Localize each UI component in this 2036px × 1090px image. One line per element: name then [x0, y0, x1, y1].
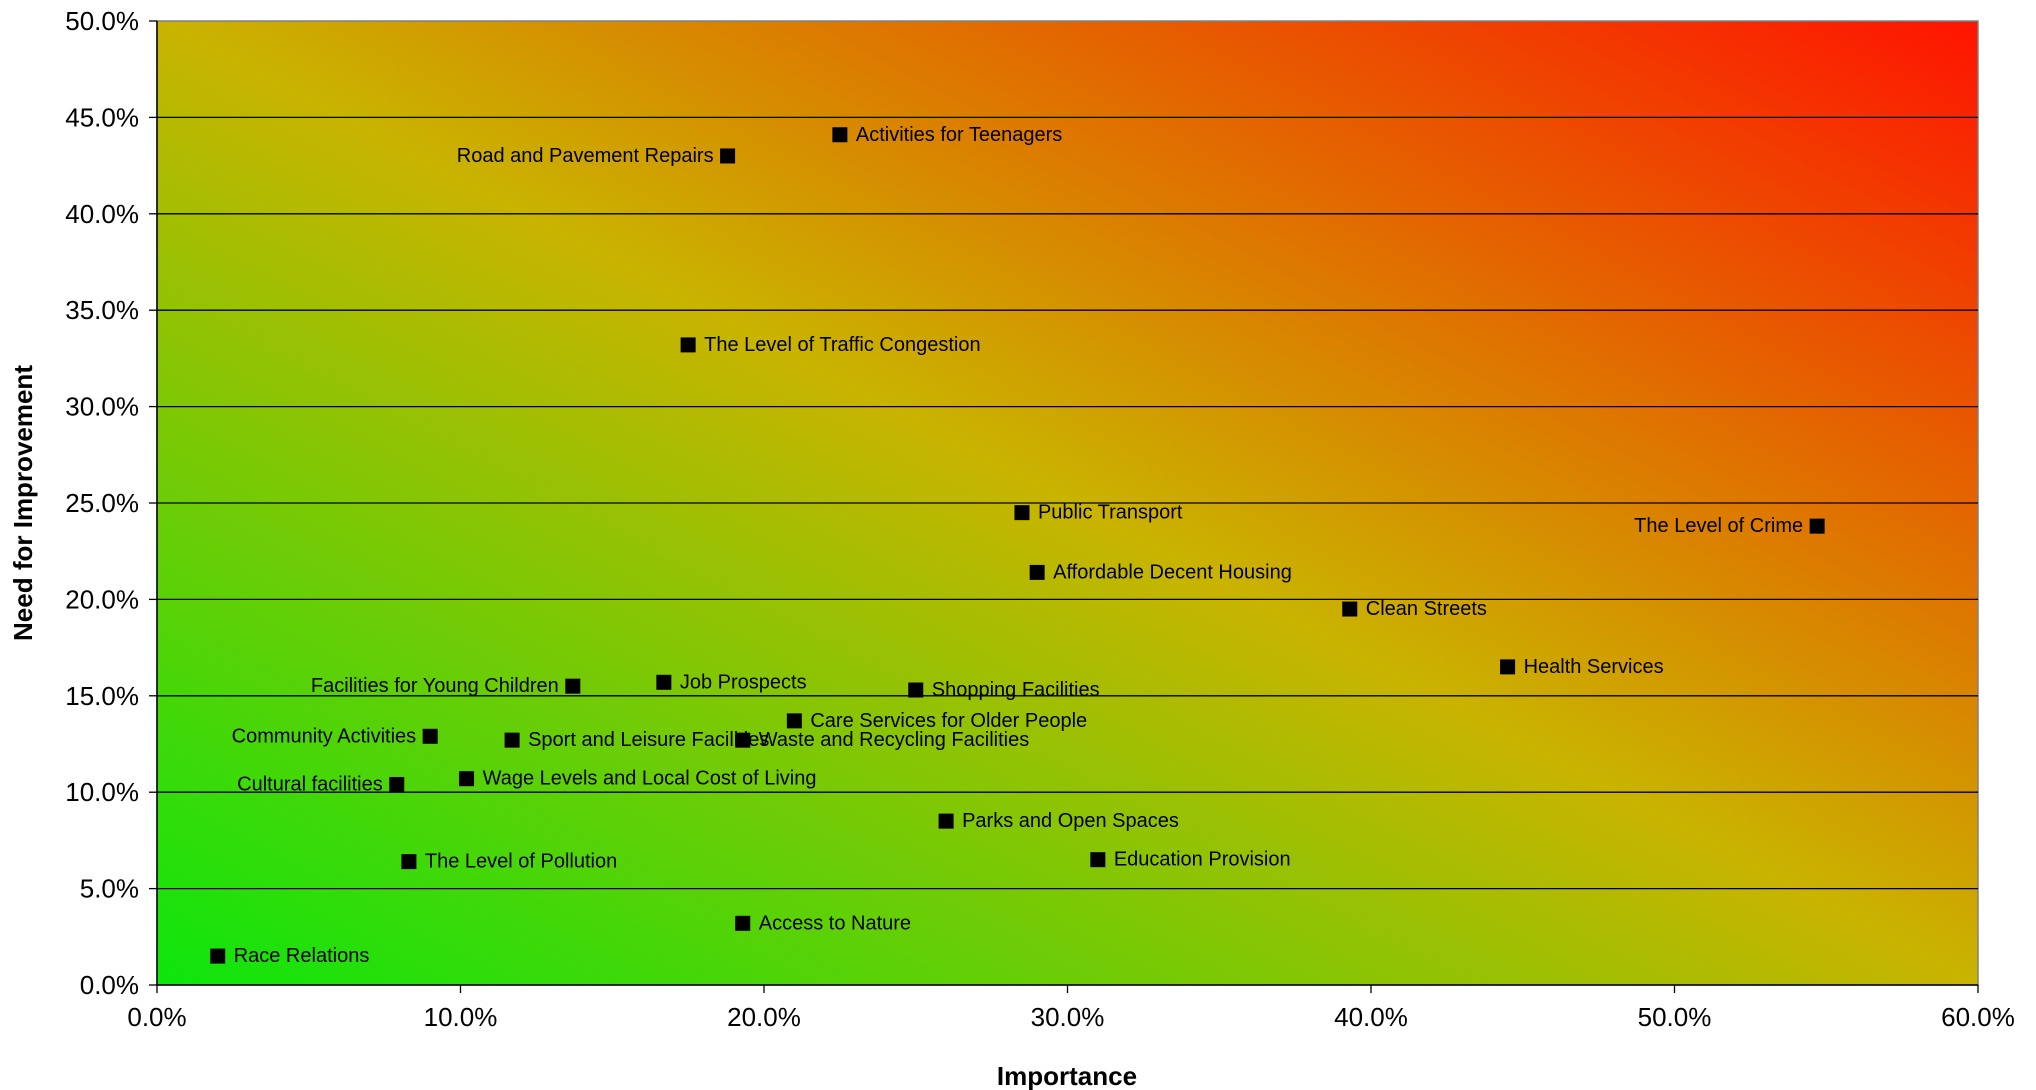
data-label: The Level of Pollution: [425, 851, 617, 873]
data-point: [786, 713, 802, 729]
x-axis-ticks: 0.0% 10.0% 20.0% 30.0% 40.0% 50.0% 60.0%: [127, 985, 2015, 1032]
data-point: [1500, 659, 1516, 675]
data-label: Clean Streets: [1366, 598, 1487, 620]
y-axis-title: Need for Improvement: [8, 365, 38, 641]
data-label: The Level of Traffic Congestion: [704, 334, 980, 356]
data-point: [832, 127, 848, 143]
data-label: Public Transport: [1038, 502, 1183, 524]
y-tick-label: 35.0%: [65, 295, 139, 325]
y-tick-label: 20.0%: [65, 584, 139, 614]
data-point: [210, 948, 226, 964]
data-label: Health Services: [1524, 656, 1664, 678]
x-tick-label: 30.0%: [1031, 1002, 1105, 1032]
x-tick-label: 10.0%: [424, 1002, 498, 1032]
data-label: Care Services for Older People: [810, 710, 1087, 732]
x-tick-label: 20.0%: [727, 1002, 801, 1032]
data-label: Community Activities: [232, 725, 417, 747]
y-tick-label: 40.0%: [65, 199, 139, 229]
data-points: Activities for Teenagers Road and Pavemen…: [210, 124, 1825, 967]
data-point: [1090, 852, 1106, 868]
data-point: [720, 148, 736, 164]
data-point: [422, 728, 438, 744]
data-label: Race Relations: [234, 945, 370, 967]
data-point: [401, 854, 417, 870]
data-point: [1342, 601, 1358, 617]
x-tick-label: 60.0%: [1941, 1002, 2015, 1032]
data-point: [389, 776, 405, 792]
y-tick-label: 30.0%: [65, 392, 139, 422]
data-label: Education Provision: [1114, 849, 1291, 871]
data-point: [1809, 518, 1825, 534]
data-point: [459, 771, 475, 787]
y-tick-label: 25.0%: [65, 488, 139, 518]
y-tick-label: 10.0%: [65, 777, 139, 807]
y-tick-label: 0.0%: [80, 970, 139, 1000]
data-point: [656, 674, 672, 690]
y-tick-label: 5.0%: [80, 874, 139, 904]
data-label: Road and Pavement Repairs: [457, 145, 714, 167]
y-tick-label: 45.0%: [65, 102, 139, 132]
data-label: Activities for Teenagers: [856, 124, 1062, 146]
y-tick-label: 15.0%: [65, 681, 139, 711]
data-point: [735, 732, 751, 748]
data-point: [908, 682, 924, 698]
data-point: [735, 915, 751, 931]
gridlines: [157, 116, 1978, 890]
data-point: [938, 813, 954, 829]
data-label: Sport and Leisure Facilities: [528, 729, 769, 751]
data-label: Shopping Facilities: [932, 679, 1100, 701]
x-tick-label: 0.0%: [127, 1002, 186, 1032]
data-label: The Level of Crime: [1634, 515, 1803, 537]
data-label: Access to Nature: [759, 912, 911, 934]
data-label: Affordable Decent Housing: [1053, 561, 1292, 583]
data-point: [1014, 505, 1030, 521]
y-axis-ticks: 0.0% 5.0% 10.0% 15.0% 20.0% 25.0% 30.0% 35.0% 40…: [65, 6, 157, 1000]
x-axis-title: Importance: [997, 1061, 1137, 1090]
data-label: Wage Levels and Local Cost of Living: [483, 768, 817, 790]
x-tick-label: 50.0%: [1638, 1002, 1712, 1032]
data-point: [680, 337, 696, 353]
data-point: [565, 678, 581, 694]
y-tick-label: 50.0%: [65, 6, 139, 36]
data-point: [1029, 564, 1045, 580]
x-tick-label: 40.0%: [1334, 1002, 1408, 1032]
data-label: Parks and Open Spaces: [962, 810, 1179, 832]
data-point: [504, 732, 520, 748]
data-label: Waste and Recycling Facilities: [759, 729, 1029, 751]
data-label: Job Prospects: [680, 671, 807, 693]
data-label: Cultural facilities: [237, 773, 383, 795]
data-label: Facilities for Young Children: [311, 675, 559, 697]
